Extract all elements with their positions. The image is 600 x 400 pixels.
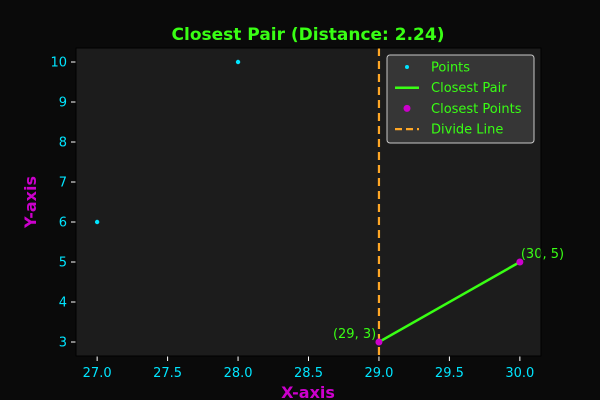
chart-marks: (29, 3) (30, 5) [75, 47, 564, 357]
y-tick-label: 6 [59, 216, 67, 231]
y-tick-label: 7 [59, 176, 67, 191]
x-tick-label: 28.5 [294, 366, 323, 381]
legend-dot-icon [403, 104, 411, 112]
chart-title: Closest Pair (Distance: 2.24) [172, 25, 445, 45]
y-tick-label: 10 [50, 56, 67, 71]
x-tick-label: 28.0 [224, 366, 253, 381]
closest-point-label: (30, 5) [521, 247, 564, 262]
plot-frame [75, 47, 542, 357]
y-tick-label: 8 [59, 136, 67, 151]
legend-points-icon [405, 65, 409, 69]
legend-entry-label: Divide Line [431, 123, 503, 138]
closest-pair-line [378, 260, 521, 344]
closest-point [375, 338, 383, 346]
closest-point [516, 258, 524, 266]
legend-entry-label: Points [431, 61, 470, 76]
y-tick-label: 9 [59, 96, 67, 111]
y-tick-label: 4 [59, 296, 67, 311]
y-axis-label: Y-axis [21, 176, 40, 229]
x-axis-label: X-axis [281, 383, 335, 400]
x-axis-ticks: 27.0 27.5 28.0 28.5 29.0 29.5 30.0 [83, 356, 534, 381]
data-point [235, 59, 241, 65]
x-tick-label: 29.5 [435, 366, 464, 381]
x-tick-label: 30.0 [505, 366, 534, 381]
data-point [94, 219, 100, 225]
y-tick-label: 5 [59, 256, 67, 271]
closest-point-label: (29, 3) [333, 327, 376, 342]
x-tick-label: 27.0 [83, 366, 112, 381]
x-tick-label: 27.5 [153, 366, 182, 381]
legend: Points Closest Pair Closest Points Divide L… [386, 54, 535, 144]
legend-entry-label: Closest Points [431, 102, 522, 117]
legend-entry-label: Closest Pair [431, 81, 507, 96]
y-tick-label: 3 [59, 336, 67, 351]
legend-box [386, 54, 535, 144]
y-axis-ticks: 3 4 5 6 7 8 9 10 [50, 56, 76, 351]
x-tick-label: 29.0 [364, 366, 393, 381]
